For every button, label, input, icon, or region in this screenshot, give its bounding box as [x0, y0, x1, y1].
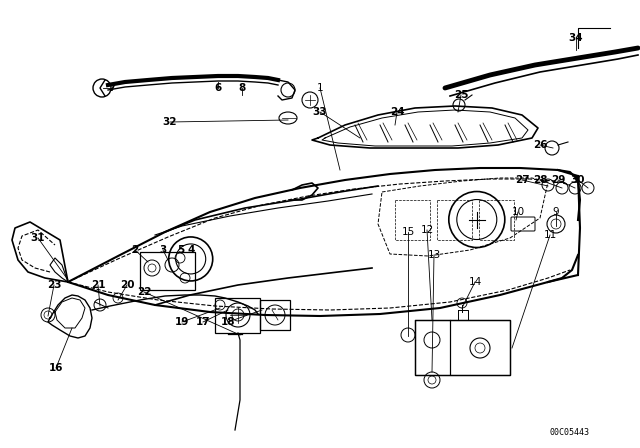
Text: 28: 28 [532, 175, 547, 185]
Text: 5: 5 [177, 245, 184, 255]
Text: 31: 31 [31, 233, 45, 243]
Text: 20: 20 [120, 280, 134, 290]
Text: 15: 15 [401, 227, 415, 237]
Text: 8: 8 [238, 83, 246, 93]
Text: 3: 3 [159, 245, 166, 255]
Text: 18: 18 [221, 317, 236, 327]
Text: 7: 7 [108, 83, 116, 93]
Text: 13: 13 [428, 250, 440, 260]
Text: 25: 25 [454, 90, 468, 100]
Text: 30: 30 [571, 175, 585, 185]
Text: 24: 24 [390, 107, 404, 117]
Text: 23: 23 [47, 280, 61, 290]
Text: 19: 19 [175, 317, 189, 327]
Text: 11: 11 [543, 230, 557, 240]
Text: 4: 4 [188, 245, 195, 255]
Text: 6: 6 [214, 83, 221, 93]
Text: 9: 9 [553, 207, 559, 217]
Text: 32: 32 [163, 117, 177, 127]
Text: 2: 2 [131, 245, 139, 255]
Text: 26: 26 [532, 140, 547, 150]
Text: 00C05443: 00C05443 [550, 427, 590, 436]
Text: 16: 16 [49, 363, 63, 373]
Text: 10: 10 [511, 207, 525, 217]
Text: 1: 1 [317, 83, 323, 93]
Text: 12: 12 [420, 225, 434, 235]
Text: 21: 21 [91, 280, 105, 290]
Text: 33: 33 [313, 107, 327, 117]
Text: 27: 27 [515, 175, 529, 185]
Text: 17: 17 [196, 317, 211, 327]
Text: 22: 22 [137, 287, 151, 297]
Text: 29: 29 [551, 175, 565, 185]
Text: 34: 34 [569, 33, 583, 43]
Text: 14: 14 [468, 277, 482, 287]
